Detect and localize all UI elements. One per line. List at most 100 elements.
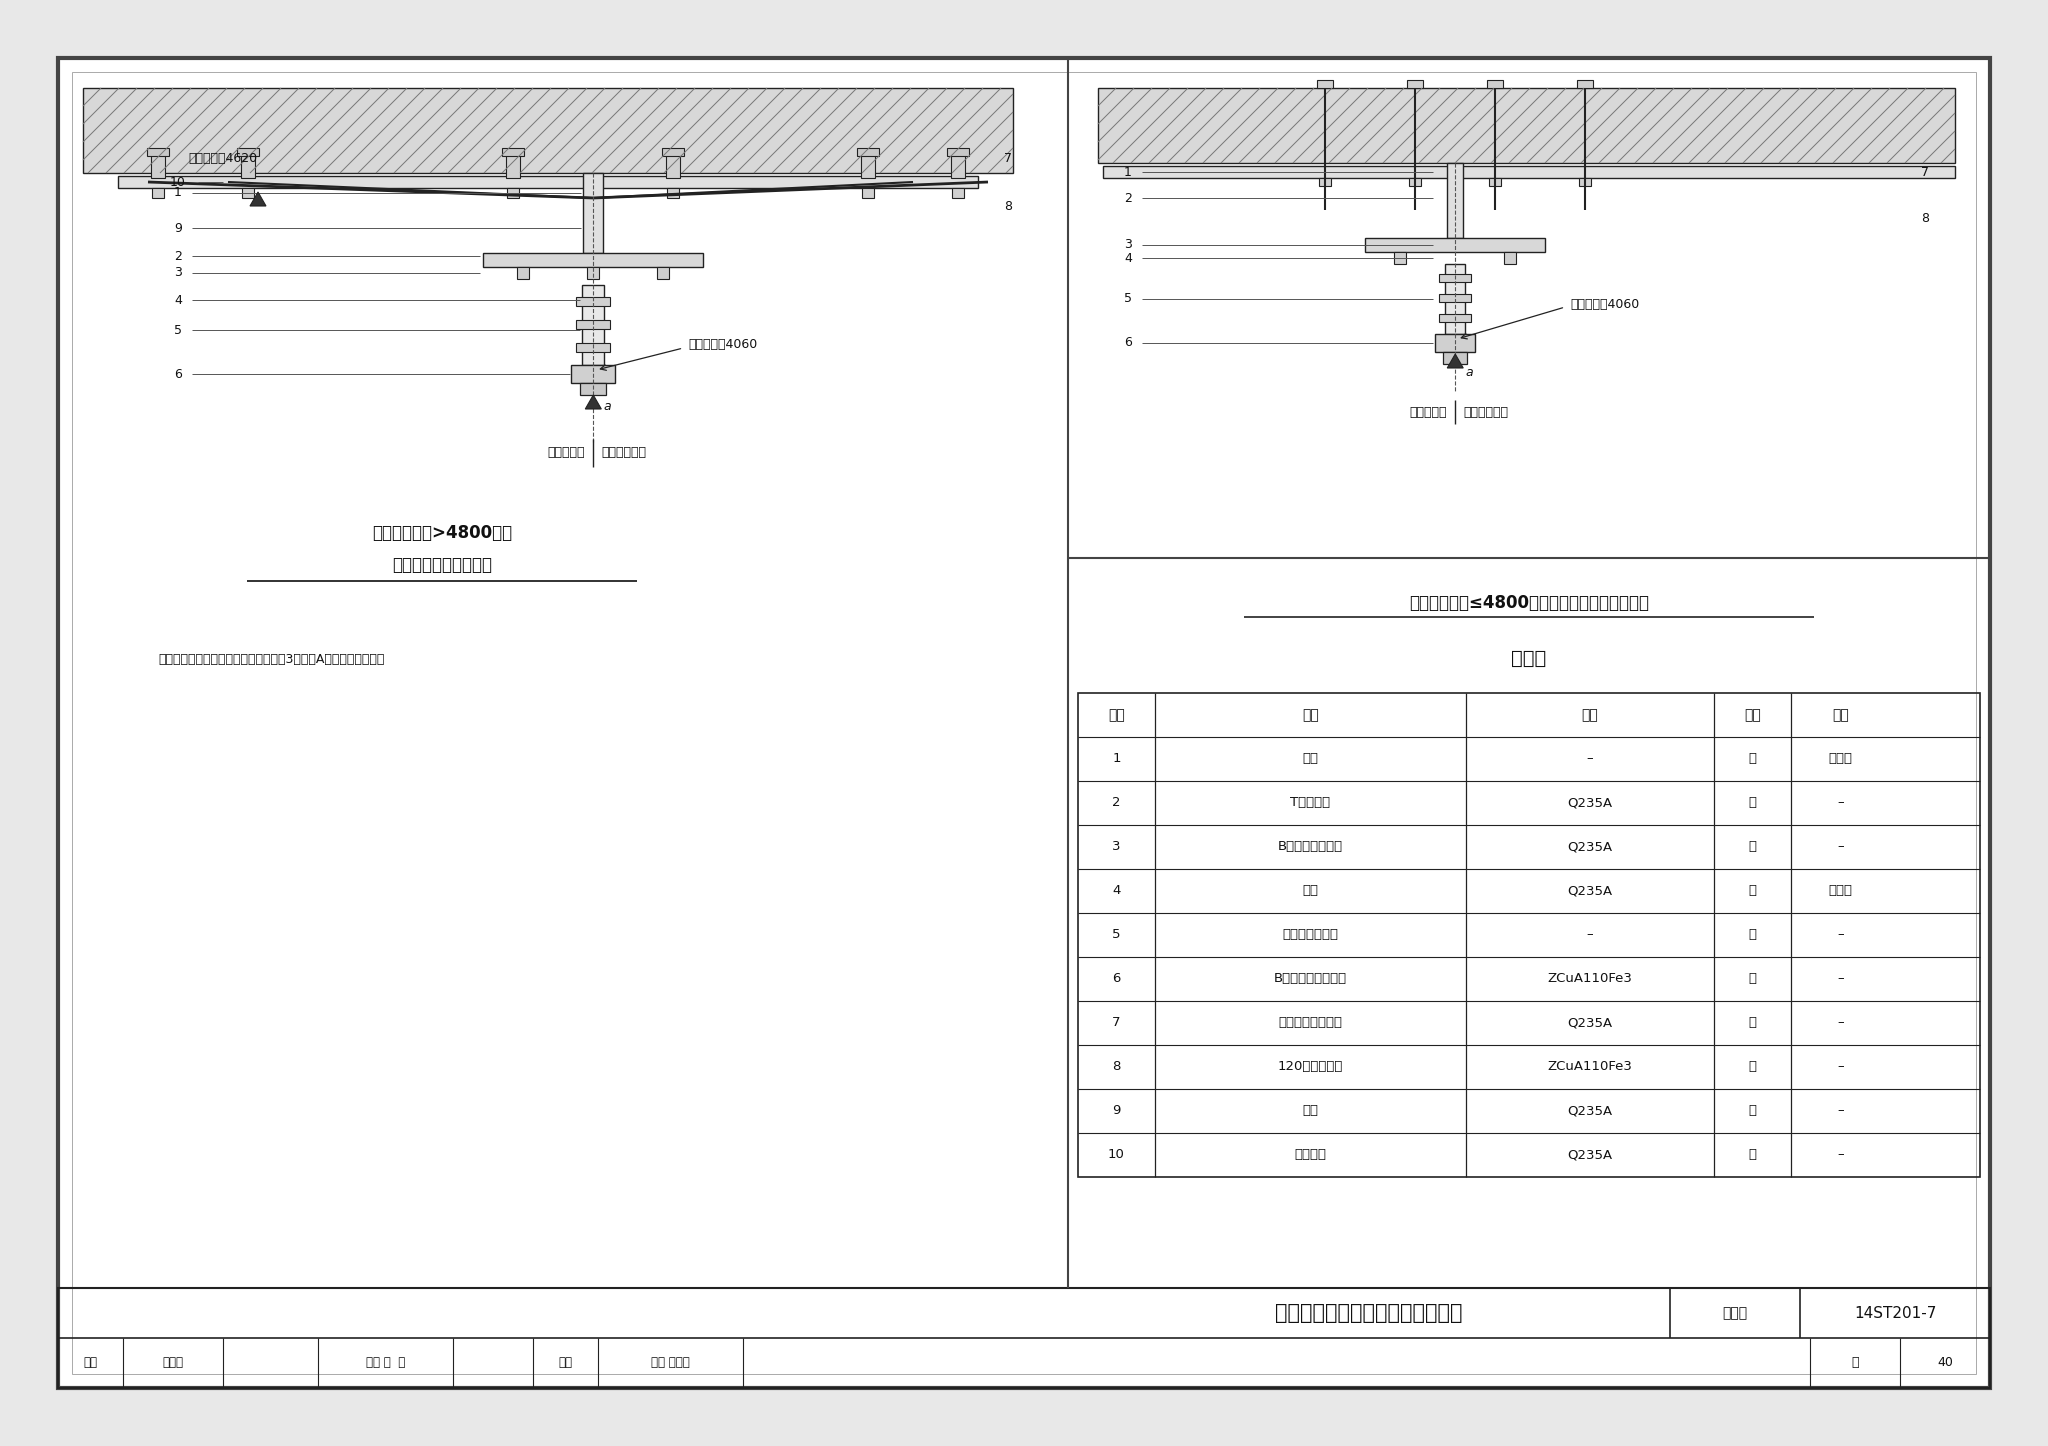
Text: 线路中心线: 线路中心线 — [547, 447, 586, 460]
Bar — [1409, 178, 1421, 187]
Bar — [856, 147, 879, 156]
Text: –: – — [1837, 1017, 1843, 1030]
Text: –: – — [1837, 928, 1843, 941]
Text: 备注: 备注 — [1831, 709, 1849, 722]
Text: 悬挂支持装置安装图（矩形隧道）: 悬挂支持装置安装图（矩形隧道） — [1276, 1303, 1462, 1323]
Text: B型单支悬吊槽钢: B型单支悬吊槽钢 — [1278, 840, 1343, 853]
Bar — [862, 188, 874, 198]
Text: –: – — [1837, 1060, 1843, 1073]
Text: ZCuA110Fe3: ZCuA110Fe3 — [1548, 973, 1632, 986]
Text: 王雪松: 王雪松 — [162, 1356, 184, 1369]
Text: 套: 套 — [1749, 973, 1757, 986]
Text: Q235A: Q235A — [1567, 1148, 1612, 1161]
Text: 7: 7 — [1004, 152, 1012, 165]
Text: 螺母: 螺母 — [1303, 885, 1319, 898]
Text: 套: 套 — [1749, 1017, 1757, 1030]
Text: 4: 4 — [1112, 885, 1120, 898]
Bar — [152, 188, 164, 198]
Bar — [588, 268, 600, 279]
Bar — [242, 188, 254, 198]
Bar — [147, 147, 170, 156]
Text: 垂直悬吊安装底座: 垂直悬吊安装底座 — [1278, 1017, 1341, 1030]
Text: 3: 3 — [174, 266, 182, 279]
Text: 6: 6 — [1112, 973, 1120, 986]
Bar — [1577, 80, 1593, 88]
Bar — [1489, 178, 1501, 187]
Text: –: – — [1587, 928, 1593, 941]
Text: 1: 1 — [174, 187, 182, 200]
Text: 锚栓: 锚栓 — [1303, 752, 1319, 765]
Text: –: – — [1837, 1105, 1843, 1118]
Bar — [1487, 80, 1503, 88]
Bar — [1077, 693, 1980, 1177]
Text: 单位: 单位 — [1743, 709, 1761, 722]
Text: 连接螺栓: 连接螺栓 — [1294, 1148, 1327, 1161]
Text: 套: 套 — [1749, 1060, 1757, 1073]
Text: 矩形隧道净空≤4800悬挂支持装置安装正立面图: 矩形隧道净空≤4800悬挂支持装置安装正立面图 — [1409, 594, 1649, 612]
Bar — [1440, 314, 1470, 322]
Bar — [571, 364, 614, 383]
Text: 8: 8 — [1004, 200, 1012, 213]
Bar — [575, 296, 610, 307]
Text: 校对 刘  恒: 校对 刘 恒 — [367, 1356, 406, 1369]
Polygon shape — [250, 192, 266, 205]
Bar — [580, 383, 606, 395]
Bar — [1446, 265, 1464, 334]
Text: 10: 10 — [1108, 1148, 1124, 1161]
Text: 线路中心线: 线路中心线 — [1409, 405, 1448, 418]
Bar — [1098, 88, 1956, 163]
Text: 页: 页 — [1851, 1356, 1860, 1369]
Bar — [575, 343, 610, 351]
Bar — [662, 147, 684, 156]
Bar — [84, 88, 1014, 174]
Text: 至轨面连线4060: 至轨面连线4060 — [1571, 298, 1640, 311]
Text: 7: 7 — [1921, 165, 1929, 178]
Text: Q235A: Q235A — [1567, 885, 1612, 898]
Text: Q235A: Q235A — [1567, 1017, 1612, 1030]
Text: –: – — [1837, 797, 1843, 810]
Bar — [657, 268, 670, 279]
Bar — [668, 188, 680, 198]
Text: 吊柱: 吊柱 — [1303, 1105, 1319, 1118]
Text: 件: 件 — [1749, 1148, 1757, 1161]
Text: 40: 40 — [1937, 1356, 1954, 1369]
Text: 5: 5 — [1112, 928, 1120, 941]
Text: –: – — [1837, 840, 1843, 853]
Text: 2: 2 — [174, 250, 182, 263]
Text: 受电弓中心线: 受电弓中心线 — [1462, 405, 1507, 418]
Text: 套: 套 — [1749, 752, 1757, 765]
Text: 7: 7 — [1112, 1017, 1120, 1030]
Bar — [1503, 252, 1516, 265]
Text: 件: 件 — [1749, 1105, 1757, 1118]
Bar — [1407, 80, 1423, 88]
Bar — [1444, 351, 1466, 364]
Text: 含垫片: 含垫片 — [1829, 885, 1851, 898]
Text: 套: 套 — [1749, 840, 1757, 853]
Text: 3: 3 — [1112, 840, 1120, 853]
Text: 个: 个 — [1749, 928, 1757, 941]
Polygon shape — [1448, 354, 1462, 367]
Text: 受电弓中心线: 受电弓中心线 — [602, 447, 647, 460]
Bar — [506, 155, 520, 178]
Text: 序号: 序号 — [1108, 709, 1124, 722]
Bar — [1319, 178, 1331, 187]
Text: 14ST201-7: 14ST201-7 — [1853, 1306, 1935, 1320]
Polygon shape — [586, 395, 602, 409]
Text: 设计 祝建成: 设计 祝建成 — [651, 1356, 690, 1369]
Text: 120型地线线夹: 120型地线线夹 — [1278, 1060, 1343, 1073]
Bar — [1317, 80, 1333, 88]
Bar — [518, 268, 528, 279]
Bar — [1440, 294, 1470, 302]
Bar — [1436, 334, 1475, 351]
Text: 至轨面连线4060: 至轨面连线4060 — [688, 338, 758, 351]
Text: 刚性悬挂绝缘子: 刚性悬挂绝缘子 — [1282, 928, 1337, 941]
Bar — [1104, 166, 1956, 178]
Bar — [1395, 252, 1407, 265]
Text: 6: 6 — [174, 367, 182, 380]
Text: 9: 9 — [174, 221, 182, 234]
Bar — [950, 155, 965, 178]
Text: 图集号: 图集号 — [1722, 1306, 1747, 1320]
Bar — [502, 147, 524, 156]
Bar — [1440, 273, 1470, 282]
Text: 套: 套 — [1749, 797, 1757, 810]
